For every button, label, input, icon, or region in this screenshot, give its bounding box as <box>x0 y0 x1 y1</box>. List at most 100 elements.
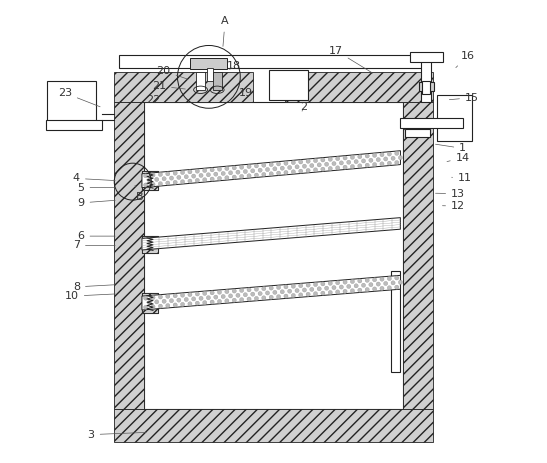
Circle shape <box>243 293 247 297</box>
Circle shape <box>181 302 185 307</box>
Circle shape <box>151 295 155 300</box>
Circle shape <box>214 295 218 299</box>
Circle shape <box>291 161 295 165</box>
Bar <box>142 294 158 313</box>
Circle shape <box>395 161 399 165</box>
Circle shape <box>243 169 247 174</box>
Circle shape <box>369 158 373 163</box>
Bar <box>119 55 428 68</box>
Text: 13: 13 <box>435 188 465 199</box>
Text: 4: 4 <box>73 174 115 183</box>
Text: B: B <box>135 185 143 202</box>
Circle shape <box>380 286 384 290</box>
Circle shape <box>195 169 200 173</box>
Circle shape <box>166 304 170 308</box>
Circle shape <box>358 279 362 283</box>
Circle shape <box>299 293 303 297</box>
Circle shape <box>310 288 314 292</box>
Text: 5: 5 <box>78 182 115 193</box>
Bar <box>403 102 433 409</box>
Circle shape <box>229 171 232 175</box>
Circle shape <box>362 159 365 163</box>
Circle shape <box>251 169 255 173</box>
Text: 8: 8 <box>73 282 115 292</box>
Text: 15: 15 <box>450 93 479 103</box>
Circle shape <box>151 173 155 177</box>
Circle shape <box>188 293 192 297</box>
Bar <box>269 70 308 100</box>
Circle shape <box>291 170 295 174</box>
Circle shape <box>254 164 259 168</box>
Circle shape <box>143 183 148 187</box>
Circle shape <box>195 301 200 305</box>
Circle shape <box>339 161 344 165</box>
Text: 22: 22 <box>147 95 167 105</box>
Circle shape <box>261 172 266 176</box>
Circle shape <box>143 305 148 309</box>
Circle shape <box>195 178 200 182</box>
Circle shape <box>317 287 321 291</box>
Circle shape <box>321 158 325 162</box>
Circle shape <box>336 166 340 170</box>
Circle shape <box>166 172 170 176</box>
Circle shape <box>284 285 288 289</box>
Circle shape <box>170 299 173 303</box>
Bar <box>438 95 472 142</box>
Bar <box>400 119 463 128</box>
Circle shape <box>280 290 284 294</box>
Circle shape <box>247 164 251 169</box>
Circle shape <box>380 277 384 281</box>
Circle shape <box>387 161 392 165</box>
Circle shape <box>221 294 225 299</box>
Circle shape <box>306 292 310 296</box>
Circle shape <box>188 179 192 183</box>
Circle shape <box>199 296 203 300</box>
Circle shape <box>288 289 292 293</box>
Circle shape <box>387 286 392 290</box>
Bar <box>391 271 400 372</box>
Circle shape <box>376 282 380 286</box>
Circle shape <box>398 156 403 160</box>
Circle shape <box>158 181 162 186</box>
Circle shape <box>158 172 162 176</box>
Circle shape <box>143 296 148 300</box>
Circle shape <box>276 162 281 166</box>
Text: 21: 21 <box>152 81 185 91</box>
Circle shape <box>162 177 166 181</box>
Bar <box>213 72 222 90</box>
Bar <box>285 72 433 102</box>
Circle shape <box>188 302 192 306</box>
Circle shape <box>343 289 347 294</box>
Circle shape <box>195 292 200 296</box>
Bar <box>114 102 144 409</box>
Circle shape <box>362 283 365 288</box>
Bar <box>142 236 158 253</box>
Text: 1: 1 <box>435 144 466 153</box>
Circle shape <box>217 300 222 304</box>
Circle shape <box>254 287 259 291</box>
Circle shape <box>191 297 196 301</box>
Circle shape <box>306 169 310 173</box>
Circle shape <box>373 287 377 291</box>
Bar <box>114 409 433 442</box>
Circle shape <box>391 156 395 160</box>
Circle shape <box>276 294 281 299</box>
Circle shape <box>254 296 259 300</box>
Bar <box>142 171 158 190</box>
Bar <box>419 82 434 91</box>
Circle shape <box>373 278 377 282</box>
Circle shape <box>229 294 232 298</box>
Circle shape <box>240 165 244 169</box>
Circle shape <box>188 170 192 174</box>
Circle shape <box>225 175 229 180</box>
Circle shape <box>351 288 354 293</box>
Circle shape <box>247 297 251 301</box>
Text: 17: 17 <box>329 45 373 73</box>
Circle shape <box>310 163 314 168</box>
Circle shape <box>269 163 274 167</box>
Circle shape <box>365 154 369 158</box>
Circle shape <box>280 166 284 170</box>
Circle shape <box>225 299 229 303</box>
Bar <box>422 81 430 94</box>
Circle shape <box>158 295 162 299</box>
